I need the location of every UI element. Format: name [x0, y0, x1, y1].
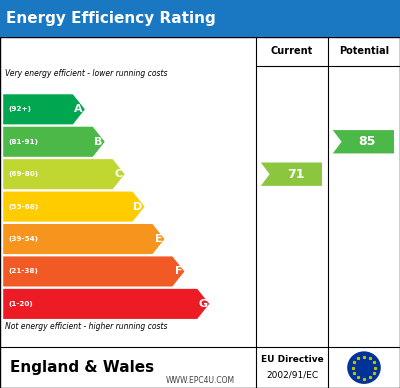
Text: Very energy efficient - lower running costs: Very energy efficient - lower running co… — [5, 69, 168, 78]
Polygon shape — [3, 192, 144, 222]
Polygon shape — [3, 94, 85, 125]
Bar — [0, 0, 400, 37]
Text: Energy Efficiency Rating: Energy Efficiency Rating — [6, 11, 216, 26]
Text: Potential: Potential — [339, 47, 389, 56]
Text: 71: 71 — [287, 168, 304, 181]
Polygon shape — [3, 256, 184, 286]
Text: 2002/91/EC: 2002/91/EC — [266, 371, 318, 380]
Text: B: B — [94, 137, 103, 147]
Polygon shape — [261, 163, 322, 186]
Text: C: C — [114, 169, 123, 179]
Text: (69-80): (69-80) — [8, 171, 38, 177]
Text: (81-91): (81-91) — [8, 139, 38, 145]
Text: (1-20): (1-20) — [8, 301, 33, 307]
Text: E: E — [155, 234, 162, 244]
Text: F: F — [175, 267, 182, 277]
Text: EU Directive: EU Directive — [261, 355, 323, 364]
Text: Current: Current — [271, 47, 313, 56]
Text: G: G — [198, 299, 207, 309]
Text: A: A — [74, 104, 83, 114]
Circle shape — [347, 352, 381, 384]
Text: (39-54): (39-54) — [8, 236, 38, 242]
Text: (55-68): (55-68) — [8, 204, 38, 210]
Text: Not energy efficient - higher running costs: Not energy efficient - higher running co… — [5, 322, 168, 331]
Polygon shape — [3, 127, 105, 157]
Text: 85: 85 — [359, 135, 376, 148]
Text: WWW.EPC4U.COM: WWW.EPC4U.COM — [166, 376, 234, 385]
Text: England & Wales: England & Wales — [10, 360, 154, 375]
Text: (21-38): (21-38) — [8, 268, 38, 274]
Text: D: D — [133, 202, 142, 211]
Polygon shape — [3, 159, 125, 189]
Polygon shape — [333, 130, 394, 153]
Polygon shape — [3, 224, 164, 254]
Text: (92+): (92+) — [8, 106, 31, 113]
Polygon shape — [3, 289, 209, 319]
